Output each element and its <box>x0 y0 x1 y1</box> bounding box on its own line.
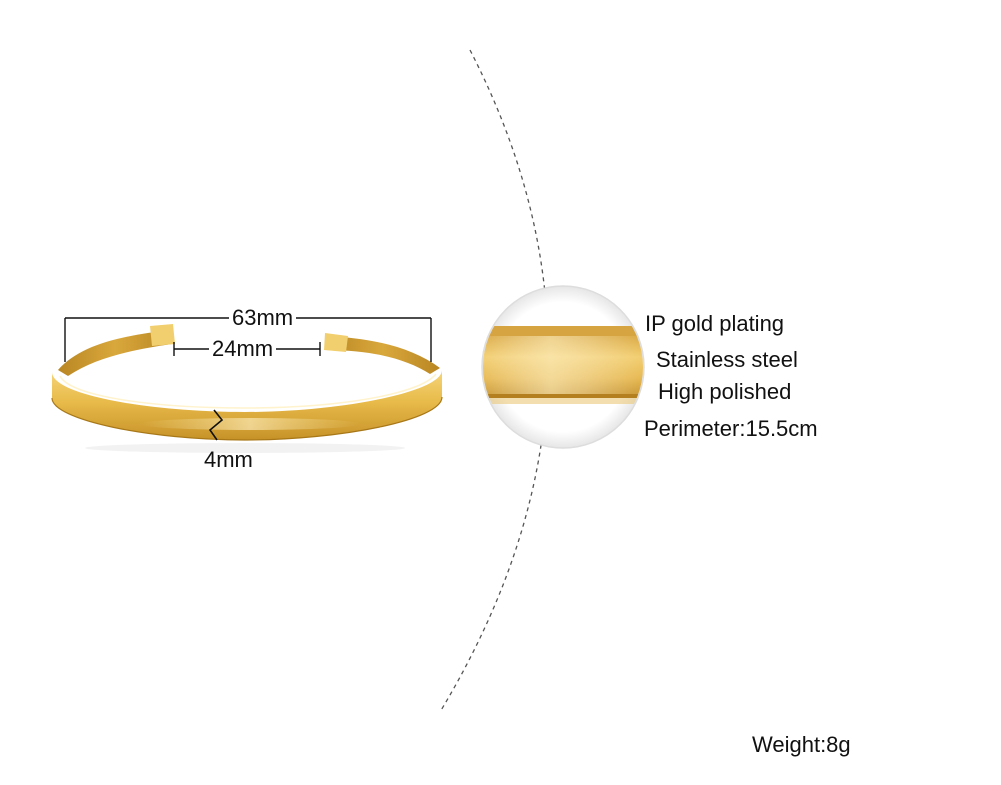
spec-weight: Weight:8g <box>752 732 851 757</box>
spec-material: Stainless steel <box>656 347 798 372</box>
spec-finish: High polished <box>658 379 792 404</box>
dimension-label-4mm: 4mm <box>204 447 253 472</box>
dimension-line-4mm <box>208 409 224 441</box>
cuff-inner-surface <box>58 330 172 376</box>
spec-plating: IP gold plating <box>645 311 785 336</box>
spec-perimeter: Perimeter:15.5cm <box>644 416 818 441</box>
dimension-label-63mm: 63mm <box>229 306 297 330</box>
cuff-inner-surface-right <box>325 336 440 374</box>
dimension-label-24mm: 24mm <box>209 337 277 361</box>
